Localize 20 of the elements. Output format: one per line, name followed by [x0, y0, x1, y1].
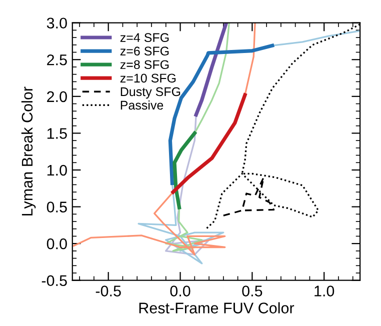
x-tick-label: 1.0: [314, 286, 334, 296]
y-tick-label: 1.5: [47, 128, 67, 139]
y-tick-label: 1.0: [47, 164, 67, 176]
x-tick-label: 0.0: [170, 286, 190, 296]
legend-label: z=8 SFG: [120, 60, 169, 70]
y-axis-title: Lyman Break Color: [21, 86, 36, 216]
y-tick-label: 0.0: [46, 238, 67, 250]
legend-label: z=6 SFG: [120, 46, 169, 56]
y-tick-label: -0.5: [42, 275, 67, 286]
legend-label: Dusty SFG: [120, 87, 180, 99]
y-tick-label: 0.5: [46, 202, 67, 212]
y-tick-label: 3.0: [46, 18, 67, 29]
x-tick-label: 0.5: [242, 286, 262, 296]
legend-label: z=10 SFG: [120, 74, 176, 83]
x-axis-title: Rest-Frame FUV Color: [139, 302, 294, 314]
legend-label: Passive: [120, 100, 164, 110]
x-tick-label: -0.5: [96, 286, 121, 296]
y-tick-label: 2.0: [47, 91, 67, 102]
legend-label: z=4 SFG: [120, 33, 169, 42]
y-tick-label: 2.5: [47, 54, 67, 66]
